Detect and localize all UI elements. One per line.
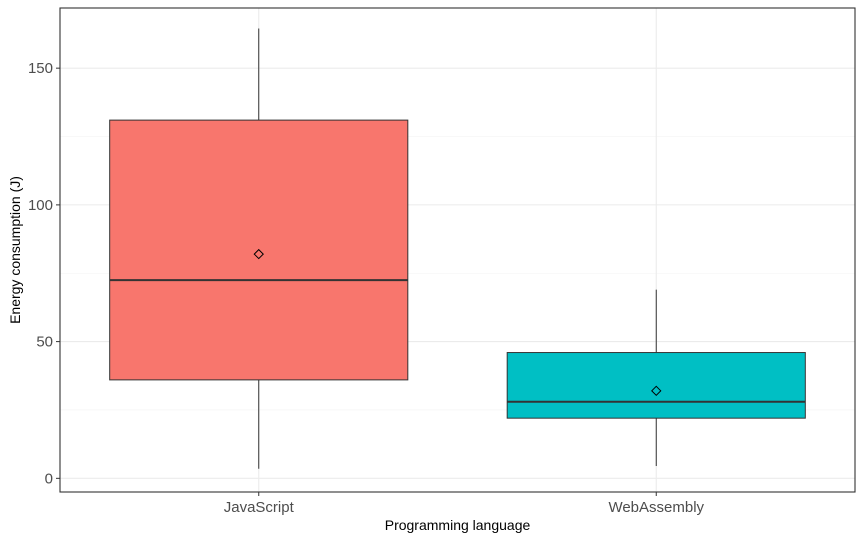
- box-series: [109, 28, 806, 469]
- mean-marker: [651, 385, 662, 397]
- y-tick-label: 150: [28, 60, 53, 77]
- y-axis: 0 50 100 150: [28, 60, 60, 487]
- x-axis-title: Programming language: [385, 517, 531, 533]
- y-tick-label: 0: [45, 470, 53, 487]
- iqr-box: [506, 352, 806, 419]
- box-group-javascript: [109, 28, 409, 469]
- x-tick-label: JavaScript: [224, 499, 295, 516]
- x-tick-label: WebAssembly: [608, 499, 704, 516]
- x-axis: JavaScript WebAssembly: [224, 492, 705, 516]
- y-tick-label: 100: [28, 197, 53, 214]
- y-tick-label: 50: [36, 334, 53, 351]
- box-group-webassembly: [506, 289, 806, 467]
- y-axis-title: Energy consumption (J): [7, 176, 23, 324]
- mean-marker: [253, 248, 264, 260]
- panel-border: [59, 7, 856, 493]
